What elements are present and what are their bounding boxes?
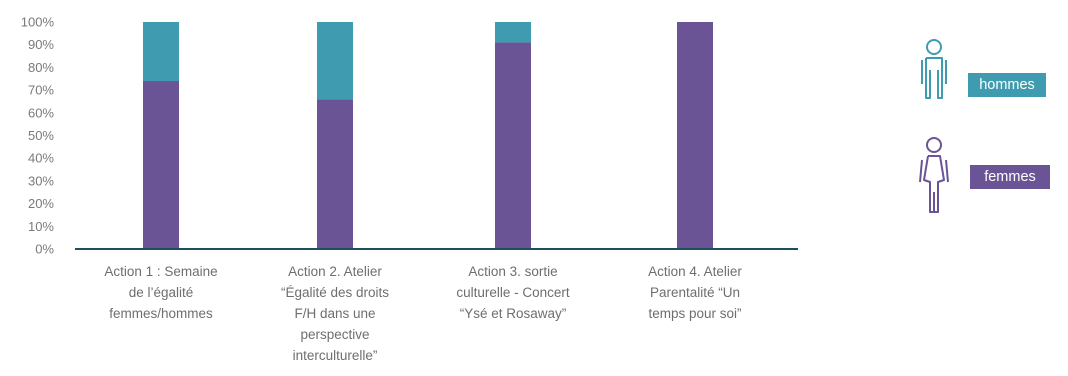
category-label-2: Action 2. Atelier “Égalité des droits F/H … (281, 264, 389, 363)
y-tick-label: 70% (28, 83, 54, 98)
category-label-1: Action 1 : Semaine de l’égalité femmes/hom… (104, 264, 217, 321)
category-label-line: “Égalité des droits (281, 285, 389, 300)
category-label-line: perspective (300, 327, 369, 342)
man-icon (921, 39, 947, 99)
category-label-line: Action 1 : Semaine (104, 264, 217, 279)
bar-femmes-2 (317, 99, 353, 250)
bar-femmes-3 (495, 42, 531, 250)
legend-label-femmes: femmes (970, 165, 1050, 189)
category-label-3: Action 3. sortie culturelle - Concert “Ysé… (456, 264, 570, 321)
y-tick-label: 40% (28, 151, 54, 166)
category-label-line: F/H dans une (294, 306, 375, 321)
legend: hommes femmes (910, 38, 1060, 228)
category-label-line: temps pour soi” (648, 306, 741, 321)
bar-femmes-1 (143, 81, 179, 250)
y-tick-label: 90% (28, 37, 54, 52)
y-tick-label: 100% (21, 15, 55, 30)
y-tick-label: 20% (28, 196, 54, 211)
woman-icon (919, 137, 949, 213)
category-label-line: femmes/hommes (109, 306, 213, 321)
y-tick-label: 30% (28, 173, 54, 188)
legend-label-hommes: hommes (968, 73, 1046, 97)
bar-hommes-2 (317, 22, 353, 100)
y-axis-ticks: 0% 10% 20% 30% 40% 50% 60% 70% 80% 90% 100% (21, 15, 55, 257)
y-tick-label: 50% (28, 128, 54, 143)
y-tick-label: 60% (28, 105, 54, 120)
y-tick-label: 10% (28, 219, 54, 234)
category-label-line: Parentalité “Un (650, 285, 740, 300)
y-tick-label: 0% (35, 242, 54, 257)
category-label-line: Action 3. sortie (468, 264, 557, 279)
bar-hommes-3 (495, 22, 531, 43)
category-label-line: interculturelle” (293, 348, 378, 363)
category-label-4: Action 4. Atelier Parentalité “Un temps po… (648, 264, 742, 321)
category-labels: Action 1 : Semaine de l’égalité femmes/hom… (104, 264, 742, 363)
bar-femmes-4 (677, 22, 713, 249)
category-label-line: Action 4. Atelier (648, 264, 742, 279)
category-label-line: culturelle - Concert (456, 285, 570, 300)
category-label-line: “Ysé et Rosaway” (460, 306, 567, 321)
stacked-bar-chart: 0% 10% 20% 30% 40% 50% 60% 70% 80% 90% 100% Action… (21, 15, 798, 363)
category-label-line: Action 2. Atelier (288, 264, 382, 279)
bars (143, 22, 713, 250)
y-tick-label: 80% (28, 60, 54, 75)
category-label-line: de l’égalité (129, 285, 194, 300)
bar-hommes-1 (143, 22, 179, 82)
